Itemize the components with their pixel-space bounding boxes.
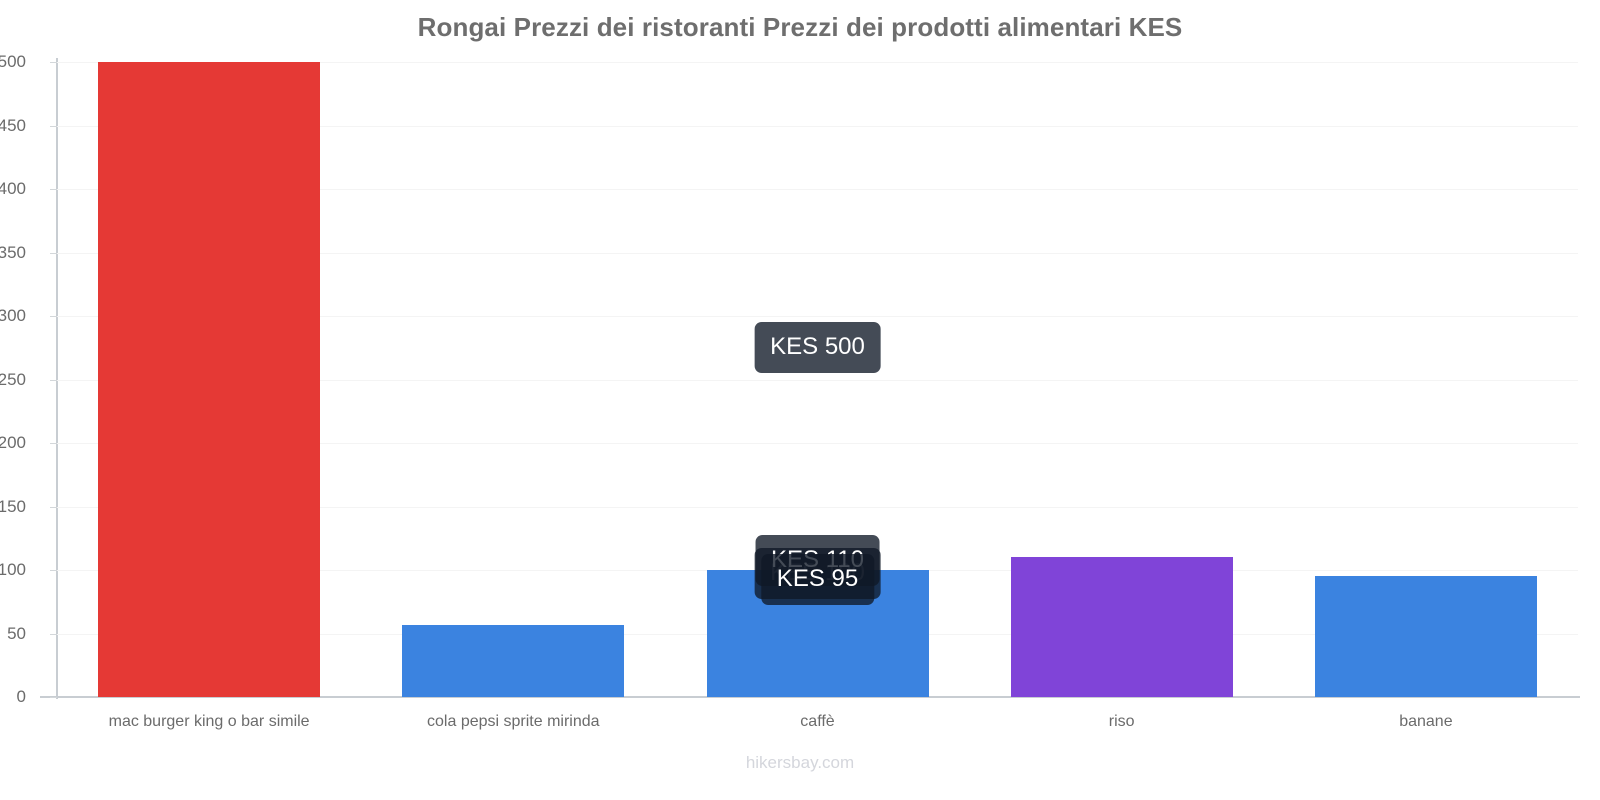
y-axis-tick-label: 0 <box>16 687 26 706</box>
gridline <box>57 62 1578 63</box>
y-axis-tick-label: 150 <box>0 496 26 516</box>
bar[interactable] <box>1314 576 1537 697</box>
gridline <box>57 443 1578 444</box>
y-axis-tick-label: 250 <box>0 369 26 389</box>
bar-value-label: KES 500 <box>754 322 881 373</box>
x-axis-category-label: riso <box>1108 713 1135 730</box>
gridline <box>57 189 1578 190</box>
bar[interactable] <box>98 62 321 697</box>
y-axis-line <box>56 58 58 699</box>
y-axis-tick-label: 100 <box>0 560 26 579</box>
gridline <box>57 252 1578 254</box>
gridline <box>57 125 1578 127</box>
gridline <box>57 506 1578 508</box>
y-axis-tick-label: 400 <box>0 179 26 198</box>
gridline <box>57 316 1578 317</box>
y-axis-tick-label: 450 <box>0 115 26 135</box>
y-axis-tick-label: 500 <box>0 52 26 71</box>
x-axis-category-label: mac burger king o bar simile <box>108 713 310 730</box>
y-axis-tick-mark <box>50 316 57 317</box>
y-axis-tick-mark <box>50 189 57 190</box>
y-axis-tick-mark <box>50 125 57 127</box>
bar[interactable] <box>402 624 625 697</box>
bar-value-label: KES 95 <box>760 554 875 606</box>
footer-watermark: hikersbay.com <box>745 753 855 772</box>
y-axis-tick-label: 350 <box>0 242 26 262</box>
plot-area: 500 450 400 350 300 250 200 150 100 50 0 KES 500 KES… <box>0 52 1578 706</box>
x-axis-category-label: cola pepsi sprite mirinda <box>427 713 600 730</box>
y-axis-tick-label: 300 <box>0 306 26 325</box>
gridline <box>57 379 1578 381</box>
y-axis-tick-mark <box>50 379 57 381</box>
y-axis-tick-mark <box>50 697 57 698</box>
x-axis-category-label: banane <box>1399 713 1453 730</box>
chart-title: Rongai Prezzi dei ristoranti Prezzi dei … <box>417 12 1183 42</box>
y-axis-tick-mark <box>50 62 57 63</box>
y-axis-tick-mark <box>50 506 57 508</box>
y-axis-tick-mark <box>50 252 57 254</box>
bar[interactable] <box>1010 557 1233 697</box>
y-axis-tick-label: 50 <box>7 623 26 643</box>
y-axis-tick-mark <box>50 633 57 635</box>
y-axis-tick-mark <box>50 570 57 571</box>
x-axis-line <box>40 696 1580 698</box>
y-axis-tick-mark <box>50 443 57 444</box>
x-axis-category-label: caffè <box>800 713 835 730</box>
y-axis-tick-label: 200 <box>0 433 26 452</box>
